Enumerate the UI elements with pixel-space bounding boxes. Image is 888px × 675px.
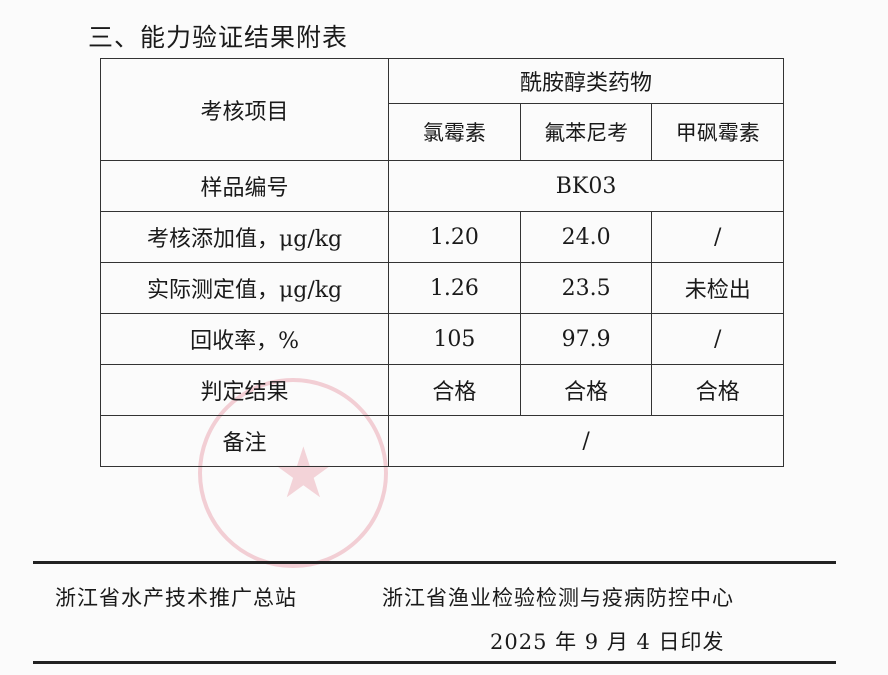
- remark-label: 备注: [99, 415, 390, 467]
- issuer-1: 浙江省水产技术推广总站: [55, 586, 297, 610]
- cell: /: [651, 211, 784, 263]
- remark-value: /: [388, 415, 784, 467]
- drug-header: 甲砜霉素: [651, 103, 784, 161]
- sample-label: 样品编号: [99, 160, 390, 212]
- table-row: 备注 /: [99, 415, 784, 467]
- divider: [33, 561, 836, 564]
- row-label: 考核添加值，μg/kg: [99, 211, 390, 263]
- table-row: 回收率，% 105 97.9 /: [99, 313, 784, 365]
- divider: [33, 661, 836, 664]
- issuer-2: 浙江省渔业检验检测与疫病防控中心: [382, 586, 734, 610]
- table-row: 考核添加值，μg/kg 1.20 24.0 /: [99, 211, 784, 263]
- cell: 1.26: [388, 262, 521, 314]
- cell: 未检出: [651, 262, 784, 314]
- row-label: 回收率，%: [99, 313, 390, 365]
- issue-date: 2025 年 9 月 4 日印发: [490, 630, 725, 654]
- item-header: 考核项目: [99, 58, 390, 161]
- cell: 24.0: [519, 211, 653, 263]
- row-label: 判定结果: [99, 364, 390, 416]
- cell: 105: [388, 313, 521, 365]
- section-title: 三、能力验证结果附表: [88, 23, 349, 52]
- drug-header: 氯霉素: [388, 103, 521, 161]
- cell: 97.9: [519, 313, 653, 365]
- sample-value: BK03: [388, 160, 784, 212]
- cell: /: [651, 313, 784, 365]
- cell: 合格: [519, 364, 653, 416]
- row-label: 实际测定值，μg/kg: [99, 262, 390, 314]
- group-header: 酰胺醇类药物: [388, 58, 784, 104]
- cell: 23.5: [519, 262, 653, 314]
- drug-header: 氟苯尼考: [519, 103, 653, 161]
- header-row: 考核项目 酰胺醇类药物: [99, 58, 784, 161]
- cell: 合格: [651, 364, 784, 416]
- table-row: 判定结果 合格 合格 合格: [99, 364, 784, 416]
- table-row: 实际测定值，μg/kg 1.26 23.5 未检出: [99, 262, 784, 314]
- cell: 1.20: [388, 211, 521, 263]
- table-row: 样品编号 BK03: [99, 160, 784, 212]
- results-table: 考核项目 酰胺醇类药物 氯霉素 氟苯尼考 甲砜霉素 样品编号 BK03 考核添加…: [99, 58, 784, 467]
- cell: 合格: [388, 364, 521, 416]
